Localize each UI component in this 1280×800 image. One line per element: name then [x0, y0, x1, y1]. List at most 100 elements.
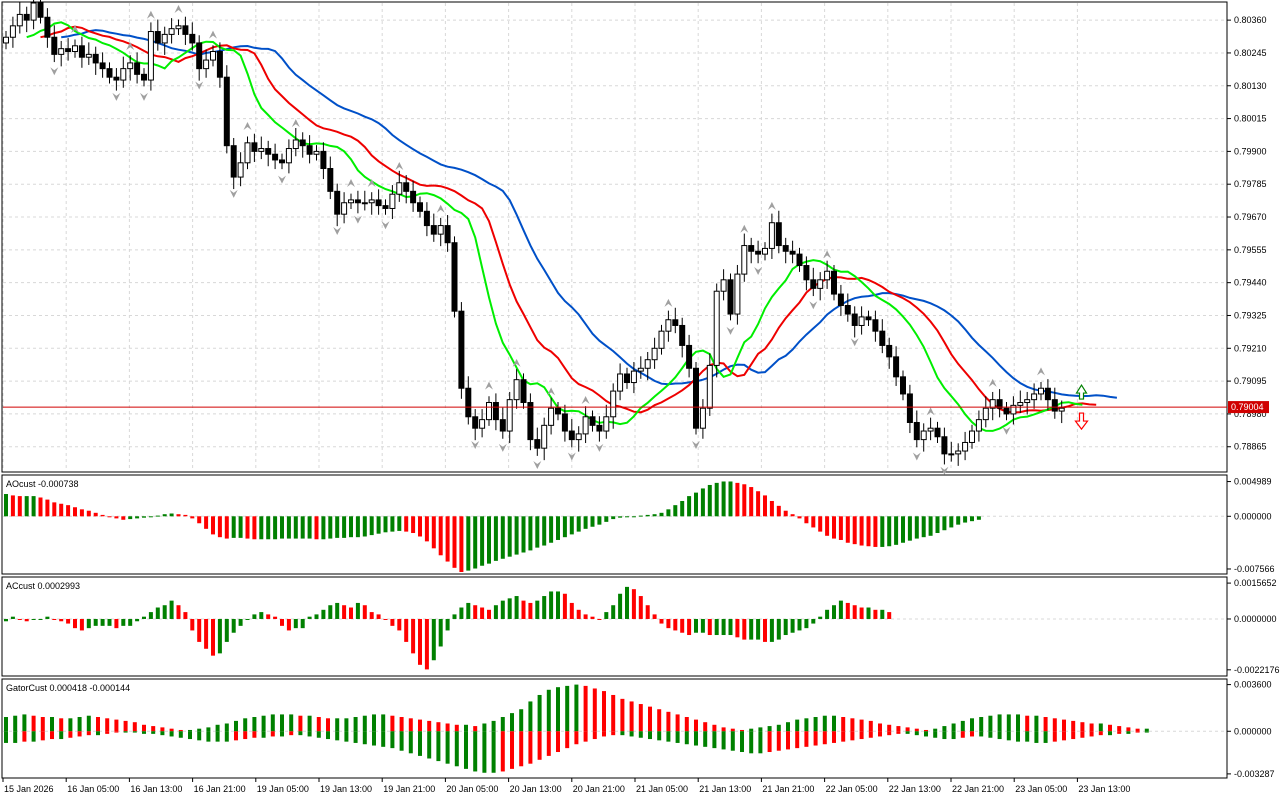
gator-upper-bar [1117, 726, 1122, 732]
candle-body [927, 427, 934, 432]
ao-bar [238, 516, 243, 538]
gator-upper-bar [197, 728, 202, 732]
candle-body [886, 344, 893, 358]
ao-bar [769, 500, 774, 517]
gator-tick-label: 0.000000 [1234, 726, 1272, 736]
ao-bar [418, 516, 422, 537]
gator-upper-bar [234, 720, 238, 732]
ao-bar [431, 516, 436, 549]
gator-lower-bar [445, 731, 450, 764]
ao-bar [128, 516, 133, 520]
ac-bar [335, 602, 340, 619]
fractal-up-icon [664, 298, 673, 307]
time-tick-label: 20 Jan 05:00 [446, 784, 498, 794]
ao-bar [114, 516, 119, 519]
gator-lower-bar [730, 731, 735, 751]
candle-body [354, 199, 361, 204]
candle-body [423, 210, 430, 227]
gator-upper-bar [142, 724, 146, 732]
ac-bar [217, 618, 222, 654]
ac-panel-title: ACcust 0.0002993 [6, 581, 80, 591]
gator-upper-bar [868, 720, 873, 732]
fractal-up-icon [347, 179, 355, 188]
gator-upper-bar [850, 718, 855, 732]
gator-upper-bar [758, 727, 763, 732]
gator-upper-bar [712, 724, 717, 732]
alligator-jaw-line [61, 29, 1118, 399]
ao-bar [790, 514, 795, 517]
candle-body [437, 225, 444, 235]
gator-lower-bar [565, 731, 570, 749]
ac-bar [728, 618, 733, 636]
price-y-axis: 0.80360 0.80245 0.80130 0.80015 0.79900 0.797… [1227, 15, 1267, 452]
candle-body [727, 279, 734, 315]
candle-body [313, 150, 320, 155]
price-panel-frame [1, 1, 1228, 473]
gator-lower-bar [933, 731, 938, 738]
gator-upper-bar [261, 715, 266, 732]
candle-body [161, 33, 168, 44]
gator-lower-bar [703, 731, 708, 747]
gator-upper-bar [31, 715, 36, 732]
fractal-up-icon [71, 24, 79, 33]
ao-bar [845, 516, 850, 543]
gator-upper-bar [933, 728, 938, 732]
candle-body [361, 202, 368, 205]
fractal-down-icon [595, 443, 604, 452]
ao-tick-label: 0.000000 [1234, 511, 1272, 521]
gator-panel-frame [1, 678, 1228, 779]
candle-body [934, 427, 941, 438]
ac-bar [252, 614, 257, 619]
gator-upper-bar [335, 718, 340, 732]
ao-bar [487, 516, 491, 564]
ao-bar [776, 505, 781, 517]
ao-bar [597, 516, 602, 525]
gator-lower-bar [537, 731, 542, 760]
ao-bar [645, 514, 650, 517]
candle-body [796, 253, 803, 267]
gator-upper-bar [206, 727, 211, 732]
candle-body [306, 145, 313, 155]
candle-body [451, 242, 458, 312]
fractal-down-icon [850, 338, 859, 347]
fractal-up-icon [512, 358, 521, 367]
candle-body [996, 399, 1003, 409]
gator-lower-bar [160, 731, 165, 736]
gator-upper-bar [979, 717, 984, 732]
ao-bar [473, 516, 478, 569]
candle-body [492, 402, 499, 421]
fractal-down-icon [229, 189, 238, 198]
gator-lower-bar [592, 731, 597, 740]
ao-bar [383, 516, 388, 533]
ac-bar [300, 618, 305, 629]
ac-histogram [3, 586, 1226, 670]
candle-body [768, 222, 775, 249]
gator-lower-bar [712, 731, 717, 749]
fractal-down-icon [140, 92, 148, 101]
candle-body [644, 359, 651, 369]
ao-bar [293, 516, 298, 539]
ac-bar [390, 618, 395, 626]
ao-y-axis: 0.004989 0.000000 -0.007566 [1227, 477, 1275, 574]
gator-lower-bar [270, 731, 275, 737]
candle-body [223, 76, 230, 147]
ao-bar [500, 516, 505, 559]
ao-tick-label: 0.004989 [1234, 477, 1272, 487]
ao-bar [93, 512, 98, 517]
candle-body [30, 2, 37, 21]
ac-bar [155, 607, 160, 619]
fractal-up-icon [485, 381, 493, 390]
ac-bar [700, 618, 705, 633]
fractal-down-icon [50, 67, 59, 76]
candle-body [341, 202, 348, 215]
ac-bar [887, 612, 892, 619]
ao-bar [280, 516, 284, 539]
ao-bar [976, 516, 981, 520]
candle-body [865, 316, 872, 321]
gator-upper-bar [1089, 723, 1094, 732]
gator-lower-bar [942, 731, 947, 740]
ao-bar [576, 516, 581, 532]
gator-lower-bar [758, 731, 763, 754]
gator-upper-bar [399, 717, 404, 732]
